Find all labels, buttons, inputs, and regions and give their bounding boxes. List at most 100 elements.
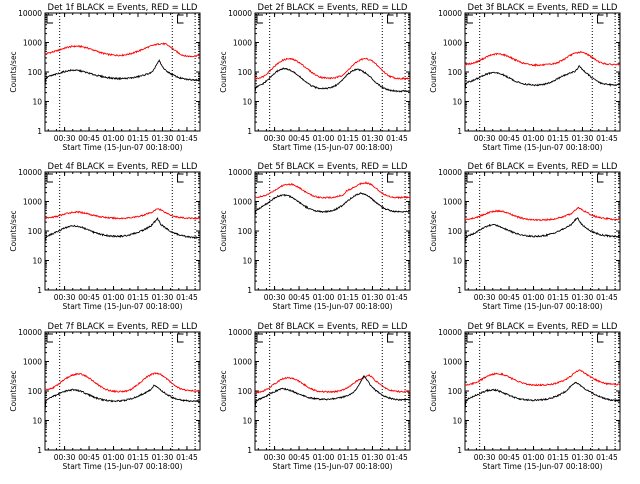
series-line-events: [44, 217, 201, 243]
chart-panel-1: Det 1f BLACK = Events, RED = LLD 1 10 100 10…: [9, 3, 201, 152]
x-tick-label: 01:00: [313, 134, 335, 143]
x-tick-label: 01:00: [103, 134, 125, 143]
flag-marker: [177, 333, 184, 343]
x-tick-label: 00:45: [498, 134, 520, 143]
series-line-events: [464, 217, 621, 245]
y-tick-label: 10: [32, 98, 42, 107]
x-tick-label: 01:30: [152, 453, 174, 462]
y-tick-label: 10000: [438, 9, 462, 18]
chart-title: Det 7f BLACK = Events, RED = LLD: [48, 322, 198, 332]
x-tick-label: 01:00: [103, 293, 125, 302]
y-tick-label: 100: [448, 68, 463, 77]
series-line-lld: [44, 208, 201, 220]
y-tick-label: 1: [37, 286, 42, 295]
y-axis-label: Counts/sec: [219, 51, 228, 92]
series-line-lld: [254, 57, 411, 80]
y-tick-label: 1: [457, 286, 462, 295]
x-axis-label: Start Time (15-Jun-07 00:18:00): [483, 302, 603, 311]
y-tick-label: 10000: [228, 9, 252, 18]
x-tick-label: 00:30: [474, 134, 496, 143]
x-tick-label: 01:15: [127, 134, 149, 143]
y-tick-label: 100: [238, 227, 253, 236]
x-tick-label: 00:30: [264, 134, 286, 143]
series-line-lld: [464, 369, 620, 387]
flag-marker: [466, 333, 473, 343]
y-tick-label: 10: [242, 98, 252, 107]
x-axis-label: Start Time (15-Jun-07 00:18:00): [273, 462, 393, 471]
x-tick-label: 01:15: [337, 453, 359, 462]
series-line-events: [44, 384, 201, 412]
y-axis-label: Counts/sec: [9, 210, 18, 251]
x-tick-label: 00:45: [498, 453, 520, 462]
y-tick-label: 100: [448, 227, 463, 236]
x-tick-label: 00:30: [474, 453, 496, 462]
x-tick-label: 01:45: [386, 293, 408, 302]
plot-frame: [464, 171, 621, 291]
chart-title: Det 5f BLACK = Events, RED = LLD: [258, 162, 408, 172]
x-axis-label: Start Time (15-Jun-07 00:18:00): [63, 143, 183, 152]
chart-title: Det 4f BLACK = Events, RED = LLD: [48, 162, 198, 172]
y-tick-label: 1000: [233, 198, 252, 207]
series-line-lld: [254, 373, 411, 394]
series-line-lld: [44, 372, 201, 394]
y-tick-label: 10000: [18, 9, 42, 18]
series-line-events: [464, 381, 621, 412]
x-tick-label: 00:30: [54, 134, 76, 143]
x-tick-label: 01:00: [523, 134, 545, 143]
chart-title: Det 1f BLACK = Events, RED = LLD: [48, 3, 198, 13]
x-tick-label: 00:30: [54, 453, 76, 462]
flag-marker: [177, 173, 184, 183]
x-tick-label: 01:15: [547, 453, 569, 462]
x-tick-label: 01:00: [313, 293, 335, 302]
y-axis-label: Counts/sec: [429, 210, 438, 251]
flag-marker: [387, 333, 394, 343]
y-axis-label: Counts/sec: [429, 370, 438, 411]
y-tick-label: 10000: [438, 168, 462, 177]
x-tick-label: 00:45: [288, 134, 310, 143]
x-tick-label: 00:30: [264, 453, 286, 462]
flag-marker: [466, 14, 473, 24]
chart-panel-6: Det 6f BLACK = Events, RED = LLD 1 10 100 10…: [429, 162, 621, 311]
x-tick-label: 01:15: [127, 453, 149, 462]
series-line-events: [254, 375, 410, 410]
x-tick-label: 00:45: [78, 453, 100, 462]
series-line-lld: [464, 50, 620, 67]
x-tick-label: 01:45: [596, 453, 618, 462]
plot-frame: [254, 331, 411, 451]
chart-title: Det 8f BLACK = Events, RED = LLD: [258, 322, 408, 332]
plot-frame: [44, 171, 201, 291]
x-tick-label: 01:30: [572, 293, 594, 302]
x-tick-label: 01:45: [176, 134, 198, 143]
y-tick-label: 100: [28, 68, 43, 77]
x-tick-label: 00:45: [288, 453, 310, 462]
plot-frame: [44, 12, 201, 132]
x-tick-label: 01:45: [386, 134, 408, 143]
y-tick-label: 10000: [228, 168, 252, 177]
y-tick-label: 1000: [23, 198, 42, 207]
y-tick-label: 1: [37, 446, 42, 455]
x-tick-label: 00:30: [474, 293, 496, 302]
y-tick-label: 10000: [228, 328, 252, 337]
x-tick-label: 01:30: [362, 134, 384, 143]
y-tick-label: 10000: [18, 328, 42, 337]
y-tick-label: 1000: [443, 39, 462, 48]
x-tick-label: 01:15: [337, 134, 359, 143]
y-axis-label: Counts/sec: [429, 51, 438, 92]
y-tick-label: 1000: [233, 39, 252, 48]
y-tick-label: 1000: [23, 39, 42, 48]
x-tick-label: 01:30: [572, 453, 594, 462]
x-tick-label: 00:45: [78, 134, 100, 143]
flag-marker: [597, 333, 604, 343]
chart-panel-7: Det 7f BLACK = Events, RED = LLD 1 10 100 10…: [9, 322, 201, 471]
chart-panel-3: Det 3f BLACK = Events, RED = LLD 1 10 100 10…: [429, 3, 621, 152]
x-tick-label: 01:15: [547, 293, 569, 302]
x-tick-label: 01:45: [176, 293, 198, 302]
y-tick-label: 100: [238, 68, 253, 77]
x-tick-label: 00:30: [264, 293, 286, 302]
y-tick-label: 10: [452, 98, 462, 107]
flag-marker: [387, 173, 394, 183]
x-tick-label: 01:00: [313, 453, 335, 462]
chart-panel-2: Det 2f BLACK = Events, RED = LLD 1 10 100 10…: [219, 3, 411, 152]
